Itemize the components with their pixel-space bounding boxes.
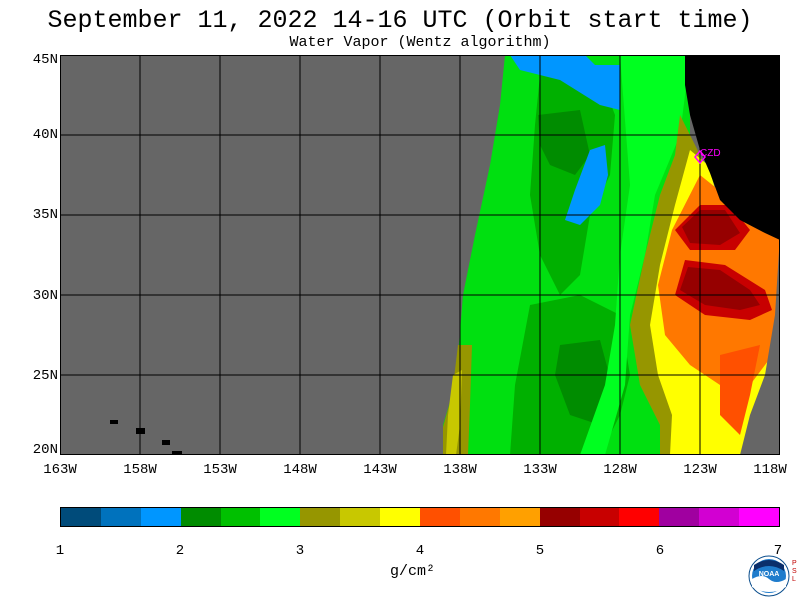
island-4 bbox=[172, 451, 182, 455]
colorbar-swatch bbox=[459, 508, 500, 526]
colorbar-tick-4: 4 bbox=[415, 543, 425, 559]
lat-label-40n: 40N bbox=[32, 127, 58, 143]
colorbar-tick-7: 7 bbox=[773, 543, 783, 559]
colorbar-swatch bbox=[180, 508, 221, 526]
logo-text: NOAA bbox=[759, 571, 780, 578]
colorbar-tick-1: 1 bbox=[55, 543, 65, 559]
water-vapor-map: CZD bbox=[60, 55, 780, 455]
moist-orange-low bbox=[720, 345, 760, 435]
colorbar-swatch bbox=[100, 508, 141, 526]
lon-label-128w: 128W bbox=[603, 462, 637, 478]
swath-blue-center bbox=[565, 145, 608, 225]
lon-label-123w: 123W bbox=[683, 462, 717, 478]
lon-label-148w: 148W bbox=[283, 462, 317, 478]
moist-darkred-north bbox=[682, 210, 740, 245]
colorbar-swatch bbox=[300, 508, 341, 526]
colorbar-swatch bbox=[340, 508, 381, 526]
station-label: CZD bbox=[700, 148, 721, 159]
colorbar-swatch bbox=[380, 508, 421, 526]
lon-label-118w: 118W bbox=[753, 462, 787, 478]
colorbar-swatch bbox=[420, 508, 460, 526]
no-data-east bbox=[740, 235, 780, 455]
colorbar-swatch bbox=[619, 508, 660, 526]
swath-blue-north-2 bbox=[590, 65, 620, 110]
colorbar-tick-2: 2 bbox=[175, 543, 185, 559]
colorbar-swatch bbox=[61, 508, 101, 526]
island-3 bbox=[162, 440, 170, 445]
lat-label-25n: 25N bbox=[32, 368, 58, 384]
graticule bbox=[60, 55, 780, 455]
colorbar-swatch bbox=[220, 508, 261, 526]
lat-label-20n: 20N bbox=[32, 442, 58, 458]
island-1 bbox=[110, 420, 118, 424]
station-marker bbox=[694, 149, 706, 165]
lon-label-138w: 138W bbox=[443, 462, 477, 478]
lon-label-163w: 163W bbox=[43, 462, 77, 478]
map-subtitle: Water Vapor (Wentz algorithm) bbox=[289, 34, 551, 51]
lon-label-133w: 133W bbox=[523, 462, 557, 478]
colorbar-swatch bbox=[260, 508, 301, 526]
colorbar-swatch bbox=[539, 508, 580, 526]
colorbar-swatch bbox=[659, 508, 700, 526]
lat-label-45n: 45N bbox=[32, 52, 58, 68]
map-title: September 11, 2022 14-16 UTC (Orbit star… bbox=[47, 6, 753, 35]
colorbar-units: g/cm² bbox=[390, 563, 436, 580]
lat-label-30n: 30N bbox=[32, 288, 58, 304]
lon-label-153w: 153W bbox=[203, 462, 237, 478]
noaa-logo: NOAA bbox=[748, 555, 790, 601]
lon-label-143w: 143W bbox=[363, 462, 397, 478]
colorbar-swatch bbox=[699, 508, 740, 526]
swath-dark-green-2 bbox=[538, 110, 590, 175]
colorbar-tick-5: 5 bbox=[535, 543, 545, 559]
swath-low-west-2 bbox=[446, 370, 462, 455]
colorbar-swatch bbox=[739, 508, 780, 526]
swath-dark-green-4 bbox=[555, 340, 612, 425]
land-north-america bbox=[685, 55, 780, 240]
colorbar bbox=[60, 507, 780, 527]
colorbar-swatch bbox=[579, 508, 620, 526]
colorbar-tick-3: 3 bbox=[295, 543, 305, 559]
swath-bright-green bbox=[580, 55, 690, 455]
colorbar-swatch bbox=[140, 508, 181, 526]
lon-label-158w: 158W bbox=[123, 462, 157, 478]
lat-label-35n: 35N bbox=[32, 207, 58, 223]
colorbar-swatch bbox=[499, 508, 540, 526]
colorbar-tick-6: 6 bbox=[655, 543, 665, 559]
